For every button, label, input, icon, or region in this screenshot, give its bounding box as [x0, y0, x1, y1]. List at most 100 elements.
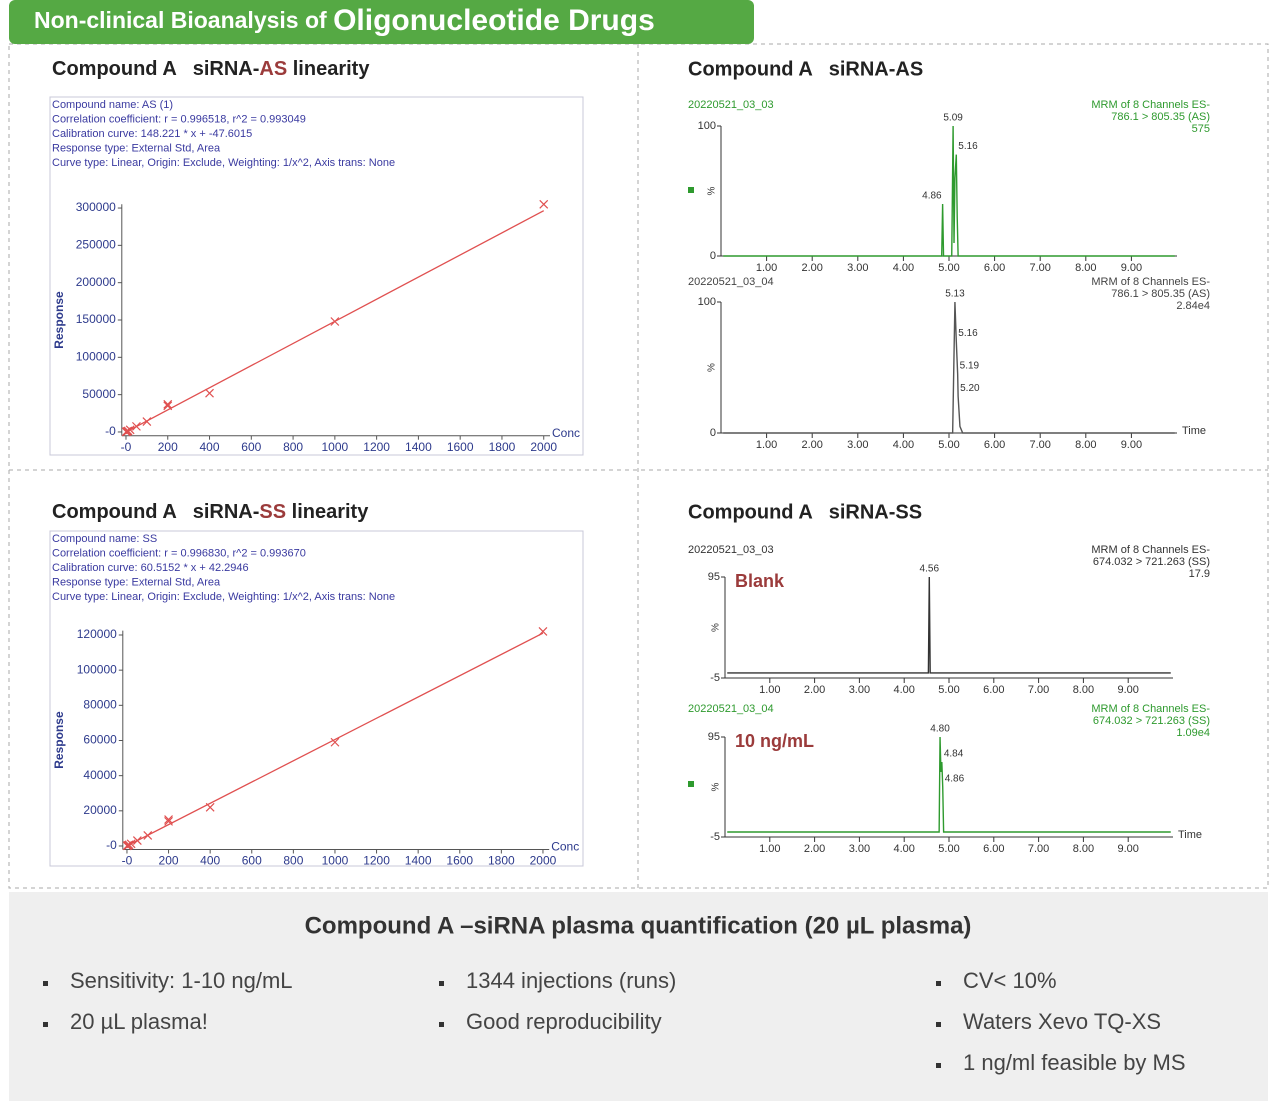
x-tick-label: 1400: [405, 440, 432, 454]
x-tick-label: 9.00: [1121, 262, 1142, 274]
y-tick-label: 150000: [76, 312, 116, 326]
x-tick-label: 600: [241, 440, 261, 454]
bullet: [43, 981, 48, 986]
channel-marker: [688, 187, 694, 193]
bullet: [43, 1022, 48, 1027]
data-point: [330, 317, 340, 326]
channel-info: 674.032 > 721.263 (SS): [1093, 715, 1210, 727]
curve-info: Correlation coefficient: r = 0.996518, r…: [52, 113, 306, 125]
x-tick-label: 5.00: [938, 262, 959, 274]
x-tick-label: 2000: [530, 854, 557, 868]
y-tick-label: 0: [710, 427, 716, 439]
banner-title-part: Oligonucleotide Drugs: [333, 4, 655, 37]
summary-item: Sensitivity: 1-10 ng/mL: [70, 968, 293, 993]
chromatogram-trace: [727, 736, 1171, 833]
y-tick-label: 60000: [83, 733, 117, 747]
panel-title-part: Compound A siRNA-: [52, 501, 259, 523]
data-point: [132, 836, 142, 845]
x-tick-label: 4.00: [893, 439, 914, 451]
x-tick-label: 4.00: [893, 262, 914, 274]
channel-info: 786.1 > 805.35 (AS): [1111, 288, 1210, 300]
peak-label: 4.86: [922, 191, 942, 202]
x-tick-label: 800: [283, 854, 303, 868]
x-tick-label: 1200: [363, 440, 390, 454]
data-point: [163, 401, 173, 411]
x-tick-label: 1.00: [759, 843, 780, 855]
banner-title-part: Non-clinical Bioanalysis of: [34, 7, 333, 33]
y-tick-label: 80000: [83, 697, 117, 711]
peak-label: 5.19: [960, 361, 980, 372]
x-tick-label: 200: [159, 854, 179, 868]
data-point: [205, 388, 214, 398]
sample-name: 20220521_03_04: [688, 703, 774, 715]
plot-frame: [49, 530, 584, 867]
y-tick-label: 100: [698, 296, 716, 308]
data-point: [142, 417, 152, 426]
peak-label: 5.20: [960, 383, 980, 394]
y-tick-label: -0: [105, 424, 116, 438]
sample-name: 20220521_03_03: [688, 544, 774, 556]
x-tick-label: 8.00: [1075, 262, 1096, 274]
panel-title-part: AS: [259, 58, 287, 80]
y-tick-label: 200000: [76, 275, 116, 289]
peak-label: 4.56: [920, 564, 940, 575]
chromatogram-trace: [723, 301, 1175, 434]
x-tick-label: 1600: [446, 854, 473, 868]
x-tick-label: 7.00: [1028, 684, 1049, 696]
x-tick-label: 1.00: [756, 262, 777, 274]
x-axis-label: Conc: [551, 840, 579, 854]
chromatogram-trace: [727, 576, 1171, 674]
y-axis-label: %: [707, 186, 718, 195]
summary-item: 20 µL plasma!: [70, 1009, 208, 1034]
y-tick-label: 300000: [76, 200, 116, 214]
y-axis-label: %: [711, 782, 722, 791]
x-tick-label: 5.00: [938, 684, 959, 696]
bullet: [936, 1063, 941, 1068]
data-point: [164, 816, 173, 826]
x-tick-label: 9.00: [1121, 439, 1142, 451]
bullet: [439, 1022, 444, 1027]
x-tick-label: 1800: [488, 854, 515, 868]
x-tick-label: 600: [242, 854, 262, 868]
peak-label: 5.16: [958, 141, 978, 152]
x-tick-label: 1200: [363, 854, 390, 868]
x-tick-label: 2000: [530, 440, 557, 454]
x-axis-label: Time: [1178, 829, 1202, 841]
x-tick-label: 1000: [322, 440, 349, 454]
panel-title-part: linearity: [287, 58, 370, 80]
x-tick-label: 9.00: [1117, 843, 1138, 855]
peak-label: 5.13: [945, 289, 965, 300]
x-tick-label: 1800: [489, 440, 516, 454]
x-tick-label: 200: [158, 440, 178, 454]
x-tick-label: 8.00: [1075, 439, 1096, 451]
x-tick-label: 4.00: [893, 843, 914, 855]
channel-info: 1.09e4: [1176, 727, 1210, 739]
curve-info: Curve type: Linear, Origin: Exclude, Wei…: [52, 591, 395, 603]
channel-info: MRM of 8 Channels ES-: [1091, 99, 1210, 111]
curve-info: Calibration curve: 148.221 * x + -47.601…: [52, 128, 252, 140]
x-tick-label: 1.00: [759, 684, 780, 696]
channel-info: 17.9: [1189, 568, 1210, 580]
x-tick-label: 1000: [322, 854, 349, 868]
sample-name: 20220521_03_03: [688, 99, 774, 111]
x-tick-label: 1.00: [756, 439, 777, 451]
x-axis-label: Conc: [552, 426, 580, 440]
x-tick-label: 6.00: [984, 439, 1005, 451]
curve-info: Compound name: SS: [52, 533, 157, 545]
x-tick-label: 5.00: [938, 439, 959, 451]
summary-item: 1 ng/ml feasible by MS: [963, 1050, 1186, 1075]
y-tick-label: 100000: [77, 662, 117, 676]
data-point: [124, 840, 134, 850]
y-axis-label: %: [711, 623, 722, 632]
summary-item: 1344 injections (runs): [466, 968, 676, 993]
x-tick-label: 1600: [447, 440, 474, 454]
y-tick-label: -5: [710, 672, 720, 684]
peak-label: 4.86: [945, 774, 965, 785]
x-tick-label: 4.00: [893, 684, 914, 696]
panel-title: Compound A siRNA-SS linearity: [52, 501, 369, 523]
panel-title: Compound A siRNA-SS: [688, 501, 922, 523]
y-axis-label: Response: [52, 291, 66, 349]
summary-item: CV< 10%: [963, 968, 1057, 993]
channel-info: 674.032 > 721.263 (SS): [1093, 556, 1210, 568]
